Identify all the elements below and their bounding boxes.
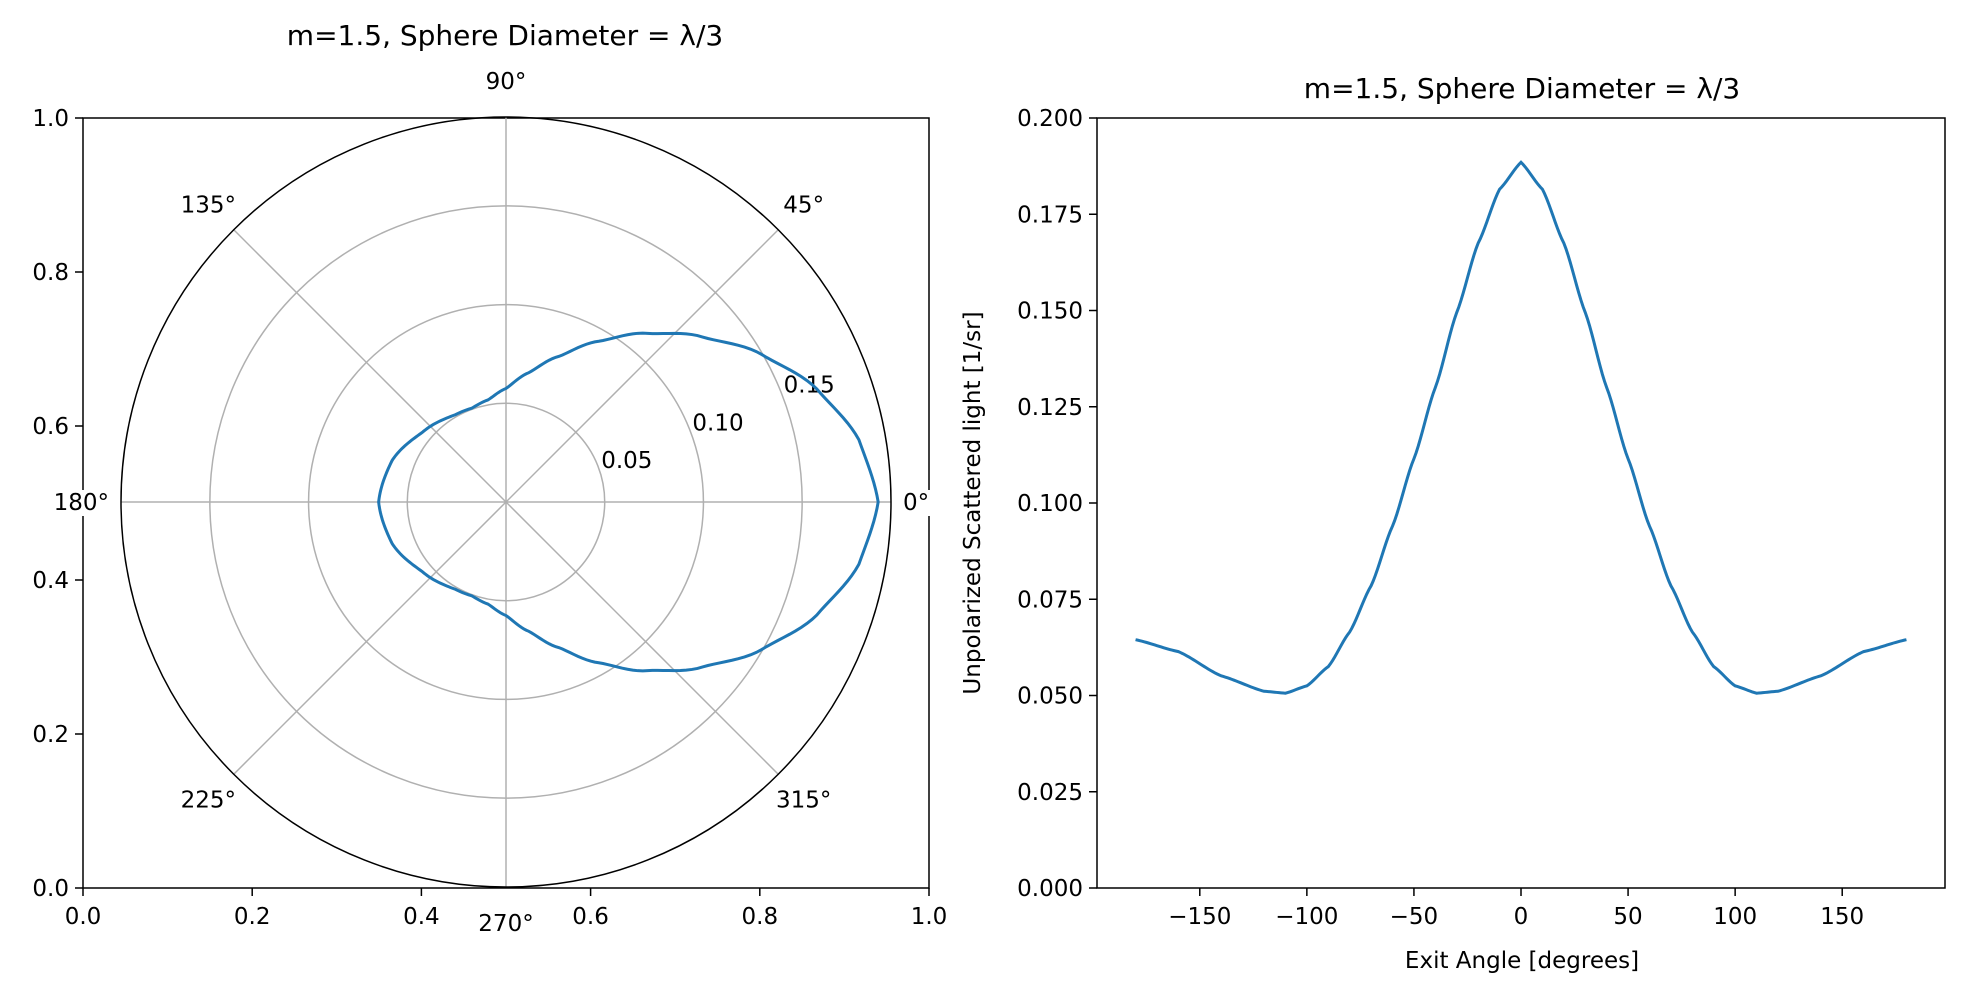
cartesian-y-tick-label: 0.150: [1017, 299, 1083, 325]
polar-radial-gridline: [209, 205, 803, 799]
polar-radial-gridline: [307, 303, 705, 701]
polar-outer-y-tick-label: 0.2: [32, 722, 69, 748]
polar-outer-y-tick-label: 0.0: [32, 876, 69, 902]
cartesian-y-tick-label: 0.125: [1017, 395, 1083, 421]
cartesian-x-tick-label: −100: [1275, 904, 1338, 930]
polar-outer-y-tick-label: 0.4: [32, 568, 69, 594]
polar-outer-x-tick-label: 0.0: [65, 904, 102, 930]
polar-outer-x-tick-label: 0.4: [403, 904, 440, 930]
polar-outer-x-tick-label: 0.2: [234, 904, 271, 930]
polar-radial-labels: 0.05 0.10 0.15: [601, 373, 835, 475]
polar-series-line: [377, 331, 880, 673]
polar-radial-tick-label: 0.10: [692, 410, 743, 436]
polar-radial-tick-label: 0.05: [601, 448, 652, 474]
cartesian-x-axis-label: Exit Angle [degrees]: [1405, 948, 1639, 974]
polar-angle-tick-label: 45°: [783, 192, 824, 218]
cartesian-x-tick-label: 100: [1713, 904, 1757, 930]
polar-outer-x-tick-label: 0.8: [742, 904, 779, 930]
cartesian-y-tick-label: 0.100: [1017, 491, 1083, 517]
cartesian-y-tick-label: 0.025: [1017, 780, 1083, 806]
polar-angle-label-backing: [902, 490, 931, 516]
polar-outer-y-tick-label: 0.6: [32, 414, 69, 440]
polar-angle-labels: 0° 45° 90° 135° 180° 225° 270° 315°: [52, 69, 931, 937]
polar-angle-tick-label: 180°: [54, 490, 109, 516]
polar-outline-circle: [120, 116, 892, 888]
cartesian-y-tick-label: 0.200: [1017, 106, 1083, 132]
cartesian-x-tick-label: 50: [1613, 904, 1642, 930]
polar-outer-x-ticks: 0.0 0.2 0.4 0.6 0.8 1.0: [65, 888, 948, 930]
polar-angle-tick-label: 0°: [903, 490, 929, 516]
cartesian-y-tick-label: 0.000: [1017, 876, 1083, 902]
polar-angle-tick-label: 270°: [478, 911, 533, 937]
cartesian-x-tick-label: −150: [1168, 904, 1231, 930]
polar-angle-gridline: [505, 501, 779, 775]
cartesian-y-tick-label: 0.075: [1017, 587, 1083, 613]
polar-angle-tick-label: 135°: [181, 192, 236, 218]
polar-angle-tick-label: 225°: [181, 788, 236, 814]
polar-angle-gridline: [505, 229, 779, 503]
cartesian-series-line: [1135, 160, 1907, 695]
polar-grid: [121, 117, 891, 887]
polar-plot-panel: m=1.5, Sphere Diameter = λ/3 0.0 0.2 0.4 0.…: [32, 19, 947, 937]
cartesian-x-tick-label: −50: [1390, 904, 1439, 930]
cartesian-x-ticks: −150 −100 −50 0 50 100 150: [1168, 888, 1864, 930]
cartesian-x-tick-label: 150: [1820, 904, 1864, 930]
polar-angle-tick-label: 90°: [486, 69, 527, 95]
polar-outer-y-tick-label: 1.0: [32, 106, 69, 132]
polar-angle-tick-label: 315°: [776, 788, 831, 814]
polar-radial-tick-label: 0.15: [784, 373, 835, 399]
cartesian-plot-title: m=1.5, Sphere Diameter = λ/3: [1304, 72, 1740, 105]
cartesian-y-tick-label: 0.050: [1017, 684, 1083, 710]
cartesian-x-tick-label: 0: [1514, 904, 1529, 930]
cartesian-plot-panel: m=1.5, Sphere Diameter = λ/3 −150 −100 −50…: [960, 72, 1946, 974]
polar-plot-title: m=1.5, Sphere Diameter = λ/3: [287, 19, 723, 52]
polar-angle-label-backing: [52, 490, 110, 516]
polar-outer-y-tick-label: 0.8: [32, 260, 69, 286]
polar-outer-x-tick-label: 0.6: [572, 904, 609, 930]
cartesian-y-tick-label: 0.175: [1017, 202, 1083, 228]
cartesian-y-ticks: 0.000 0.025 0.050 0.075 0.100 0.125 0.150 0.175…: [1017, 106, 1097, 902]
polar-angle-gridline: [233, 229, 507, 503]
polar-outer-x-tick-label: 1.0: [911, 904, 948, 930]
polar-outer-y-ticks: 0.0 0.2 0.4 0.6 0.8 1.0: [32, 106, 83, 902]
polar-angle-gridline: [233, 501, 507, 775]
polar-radial-gridline: [406, 402, 606, 602]
cartesian-y-axis-label: Unpolarized Scattered light [1/sr]: [960, 311, 986, 694]
